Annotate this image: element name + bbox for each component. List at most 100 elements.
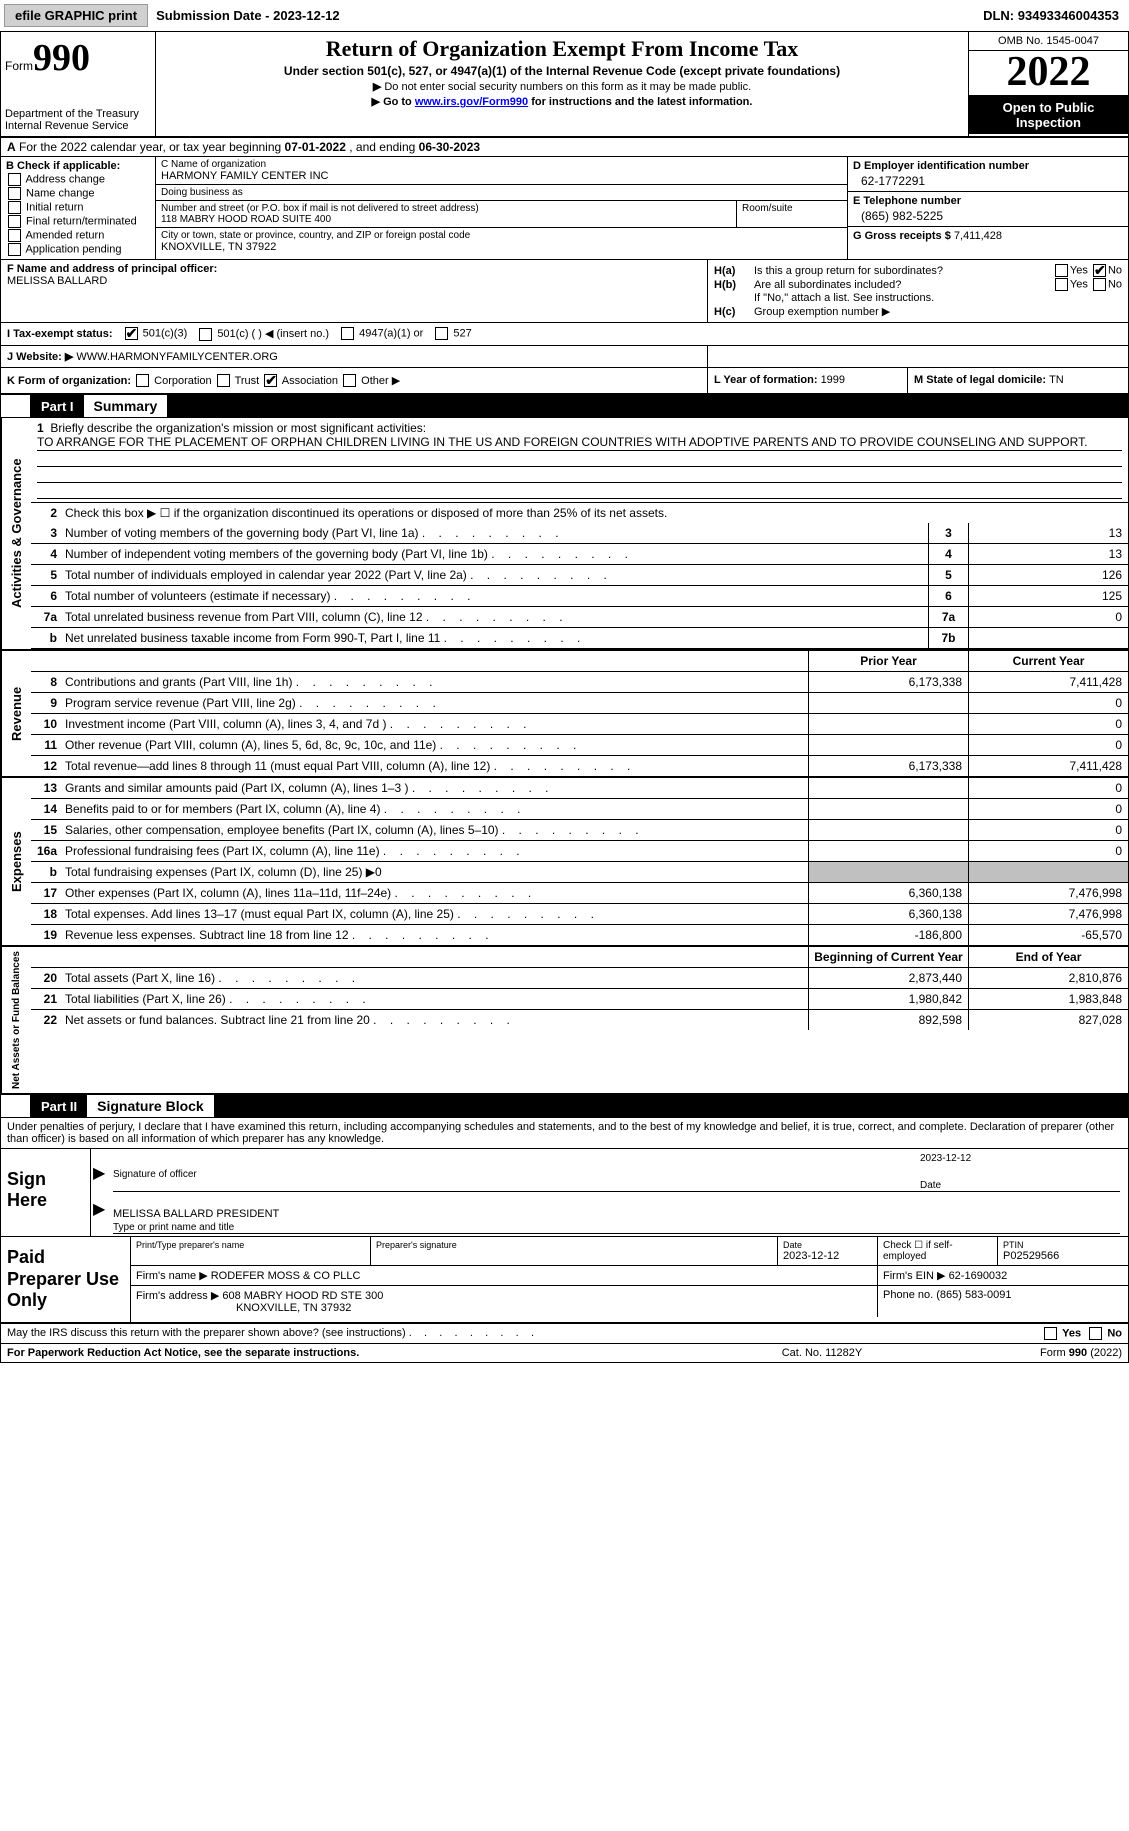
side-label-revenue: Revenue	[1, 651, 31, 776]
checkbox-line: Address change	[6, 173, 150, 186]
website-value: WWW.HARMONYFAMILYCENTER.ORG	[73, 351, 278, 363]
summary-row: 5Total number of individuals employed in…	[31, 565, 1128, 586]
summary-row: 6Total number of volunteers (estimate if…	[31, 586, 1128, 607]
other-checkbox[interactable]	[343, 374, 356, 387]
other-lbl: Other ▶	[361, 375, 400, 387]
submission-date-label: Submission Date - 2023-12-12	[156, 8, 340, 23]
part1-number: Part I	[31, 396, 84, 417]
may-irs-discuss: May the IRS discuss this return with the…	[7, 1327, 406, 1339]
part1-title: Summary	[84, 395, 168, 417]
col-b-header: B Check if applicable:	[6, 160, 150, 172]
discuss-yes-checkbox[interactable]	[1044, 1327, 1057, 1340]
hb-no-checkbox[interactable]	[1093, 278, 1106, 291]
apply-checkbox[interactable]	[8, 187, 21, 200]
trust-checkbox[interactable]	[217, 374, 230, 387]
ha-yes-checkbox[interactable]	[1055, 264, 1068, 277]
irs-link[interactable]: www.irs.gov/Form990	[415, 96, 528, 108]
apply-checkbox[interactable]	[8, 201, 21, 214]
ein-label: D Employer identification number	[853, 160, 1123, 172]
assoc-checkbox[interactable]	[264, 374, 277, 387]
firm-name: RODEFER MOSS & CO PLLC	[211, 1270, 361, 1282]
financial-row: 22Net assets or fund balances. Subtract …	[31, 1010, 1128, 1030]
501c-checkbox[interactable]	[199, 328, 212, 341]
a-begin: 07-01-2022	[285, 140, 346, 154]
financial-row: 11Other revenue (Part VIII, column (A), …	[31, 735, 1128, 756]
tax-year: 2022	[969, 51, 1128, 96]
org-name: HARMONY FAMILY CENTER INC	[161, 170, 842, 182]
financial-row: 18Total expenses. Add lines 13–17 (must …	[31, 904, 1128, 925]
corp-checkbox[interactable]	[136, 374, 149, 387]
year-formation-label: L Year of formation:	[714, 374, 821, 386]
yes-lbl: Yes	[1070, 264, 1088, 276]
row-a: A For the 2022 calendar year, or tax yea…	[1, 138, 1128, 157]
efile-print-button[interactable]: efile GRAPHIC print	[4, 4, 148, 27]
checkbox-line: Initial return	[6, 201, 150, 214]
sub2-txt: Do not enter social security numbers on …	[384, 81, 751, 93]
firm-city: KNOXVILLE, TN 37932	[136, 1302, 351, 1314]
paperwork-notice: For Paperwork Reduction Act Notice, see …	[7, 1347, 722, 1359]
hb-yes-checkbox[interactable]	[1055, 278, 1068, 291]
phone-value: (865) 982-5225	[853, 209, 1123, 223]
apply-checkbox[interactable]	[8, 229, 21, 242]
mission-text: TO ARRANGE FOR THE PLACEMENT OF ORPHAN C…	[37, 435, 1122, 451]
beginning-year-header: Beginning of Current Year	[808, 947, 968, 967]
form-number: Form990	[5, 36, 151, 80]
financial-row: 10Investment income (Part VIII, column (…	[31, 714, 1128, 735]
financial-row: 14Benefits paid to or for members (Part …	[31, 799, 1128, 820]
discuss-no-checkbox[interactable]	[1089, 1327, 1102, 1340]
summary-row: 7aTotal unrelated business revenue from …	[31, 607, 1128, 628]
subtitle-3: ▶ Go to www.irs.gov/Form990 for instruct…	[162, 95, 962, 108]
arrow-icon-2: ▶	[93, 1199, 105, 1219]
room-label: Room/suite	[742, 203, 842, 214]
prior-year-header: Prior Year	[808, 651, 968, 671]
officer-printed-name: MELISSA BALLARD PRESIDENT	[113, 1208, 1120, 1220]
hb-note: If "No," attach a list. See instructions…	[754, 292, 1122, 304]
q1-label: Briefly describe the organization's miss…	[50, 421, 426, 435]
org-name-label: C Name of organization	[161, 159, 842, 170]
dln: DLN: 93493346004353	[983, 8, 1125, 23]
arrow-icon: ▶	[93, 1163, 105, 1183]
sig-date: 2023-12-12	[920, 1153, 1120, 1164]
financial-row: 19Revenue less expenses. Subtract line 1…	[31, 925, 1128, 945]
form-num: 990	[33, 37, 90, 79]
form-lbl: Form	[5, 59, 33, 73]
officer-name: MELISSA BALLARD	[7, 275, 701, 287]
side-label-netassets: Net Assets or Fund Balances	[1, 947, 31, 1093]
street-label: Number and street (or P.O. box if mail i…	[161, 203, 731, 214]
financial-row: 15Salaries, other compensation, employee…	[31, 820, 1128, 841]
hc-key: H(c)	[714, 306, 754, 318]
checkbox-line: Name change	[6, 187, 150, 200]
cat-number: Cat. No. 11282Y	[722, 1347, 922, 1359]
dba-label: Doing business as	[161, 187, 842, 198]
sub3-post: for instructions and the latest informat…	[528, 96, 752, 108]
ha-no-checkbox[interactable]	[1093, 264, 1106, 277]
department: Department of the Treasury Internal Reve…	[5, 108, 151, 132]
apply-checkbox[interactable]	[8, 173, 21, 186]
firm-name-label: Firm's name ▶	[136, 1270, 211, 1282]
city-label: City or town, state or province, country…	[161, 230, 842, 241]
sub-date-val: 2023-12-12	[273, 8, 340, 23]
financial-row: 13Grants and similar amounts paid (Part …	[31, 778, 1128, 799]
no-lbl2: No	[1108, 278, 1122, 290]
firm-ein-label: Firm's EIN ▶	[883, 1270, 949, 1282]
hc-text: Group exemption number ▶	[754, 305, 1122, 318]
financial-row: 8Contributions and grants (Part VIII, li…	[31, 672, 1128, 693]
dln-val: 93493346004353	[1018, 8, 1119, 23]
apply-checkbox[interactable]	[8, 215, 21, 228]
prep-name-label: Print/Type preparer's name	[136, 1240, 365, 1250]
apply-checkbox[interactable]	[8, 243, 21, 256]
domicile-label: M State of legal domicile:	[914, 374, 1049, 386]
527-checkbox[interactable]	[435, 327, 448, 340]
hb-key: H(b)	[714, 279, 754, 291]
checkbox-line: Application pending	[6, 243, 150, 256]
501c3-checkbox[interactable]	[125, 327, 138, 340]
phone-label: E Telephone number	[853, 195, 1123, 207]
firm-phone: (865) 583-0091	[936, 1289, 1011, 1301]
financial-row: bTotal fundraising expenses (Part IX, co…	[31, 862, 1128, 883]
city-value: KNOXVILLE, TN 37922	[161, 241, 842, 253]
officer-label: F Name and address of principal officer:	[7, 263, 701, 275]
4947-checkbox[interactable]	[341, 327, 354, 340]
date-label: Date	[920, 1180, 941, 1191]
prep-date-label: Date	[783, 1240, 872, 1250]
gross-value: 7,411,428	[954, 230, 1002, 242]
